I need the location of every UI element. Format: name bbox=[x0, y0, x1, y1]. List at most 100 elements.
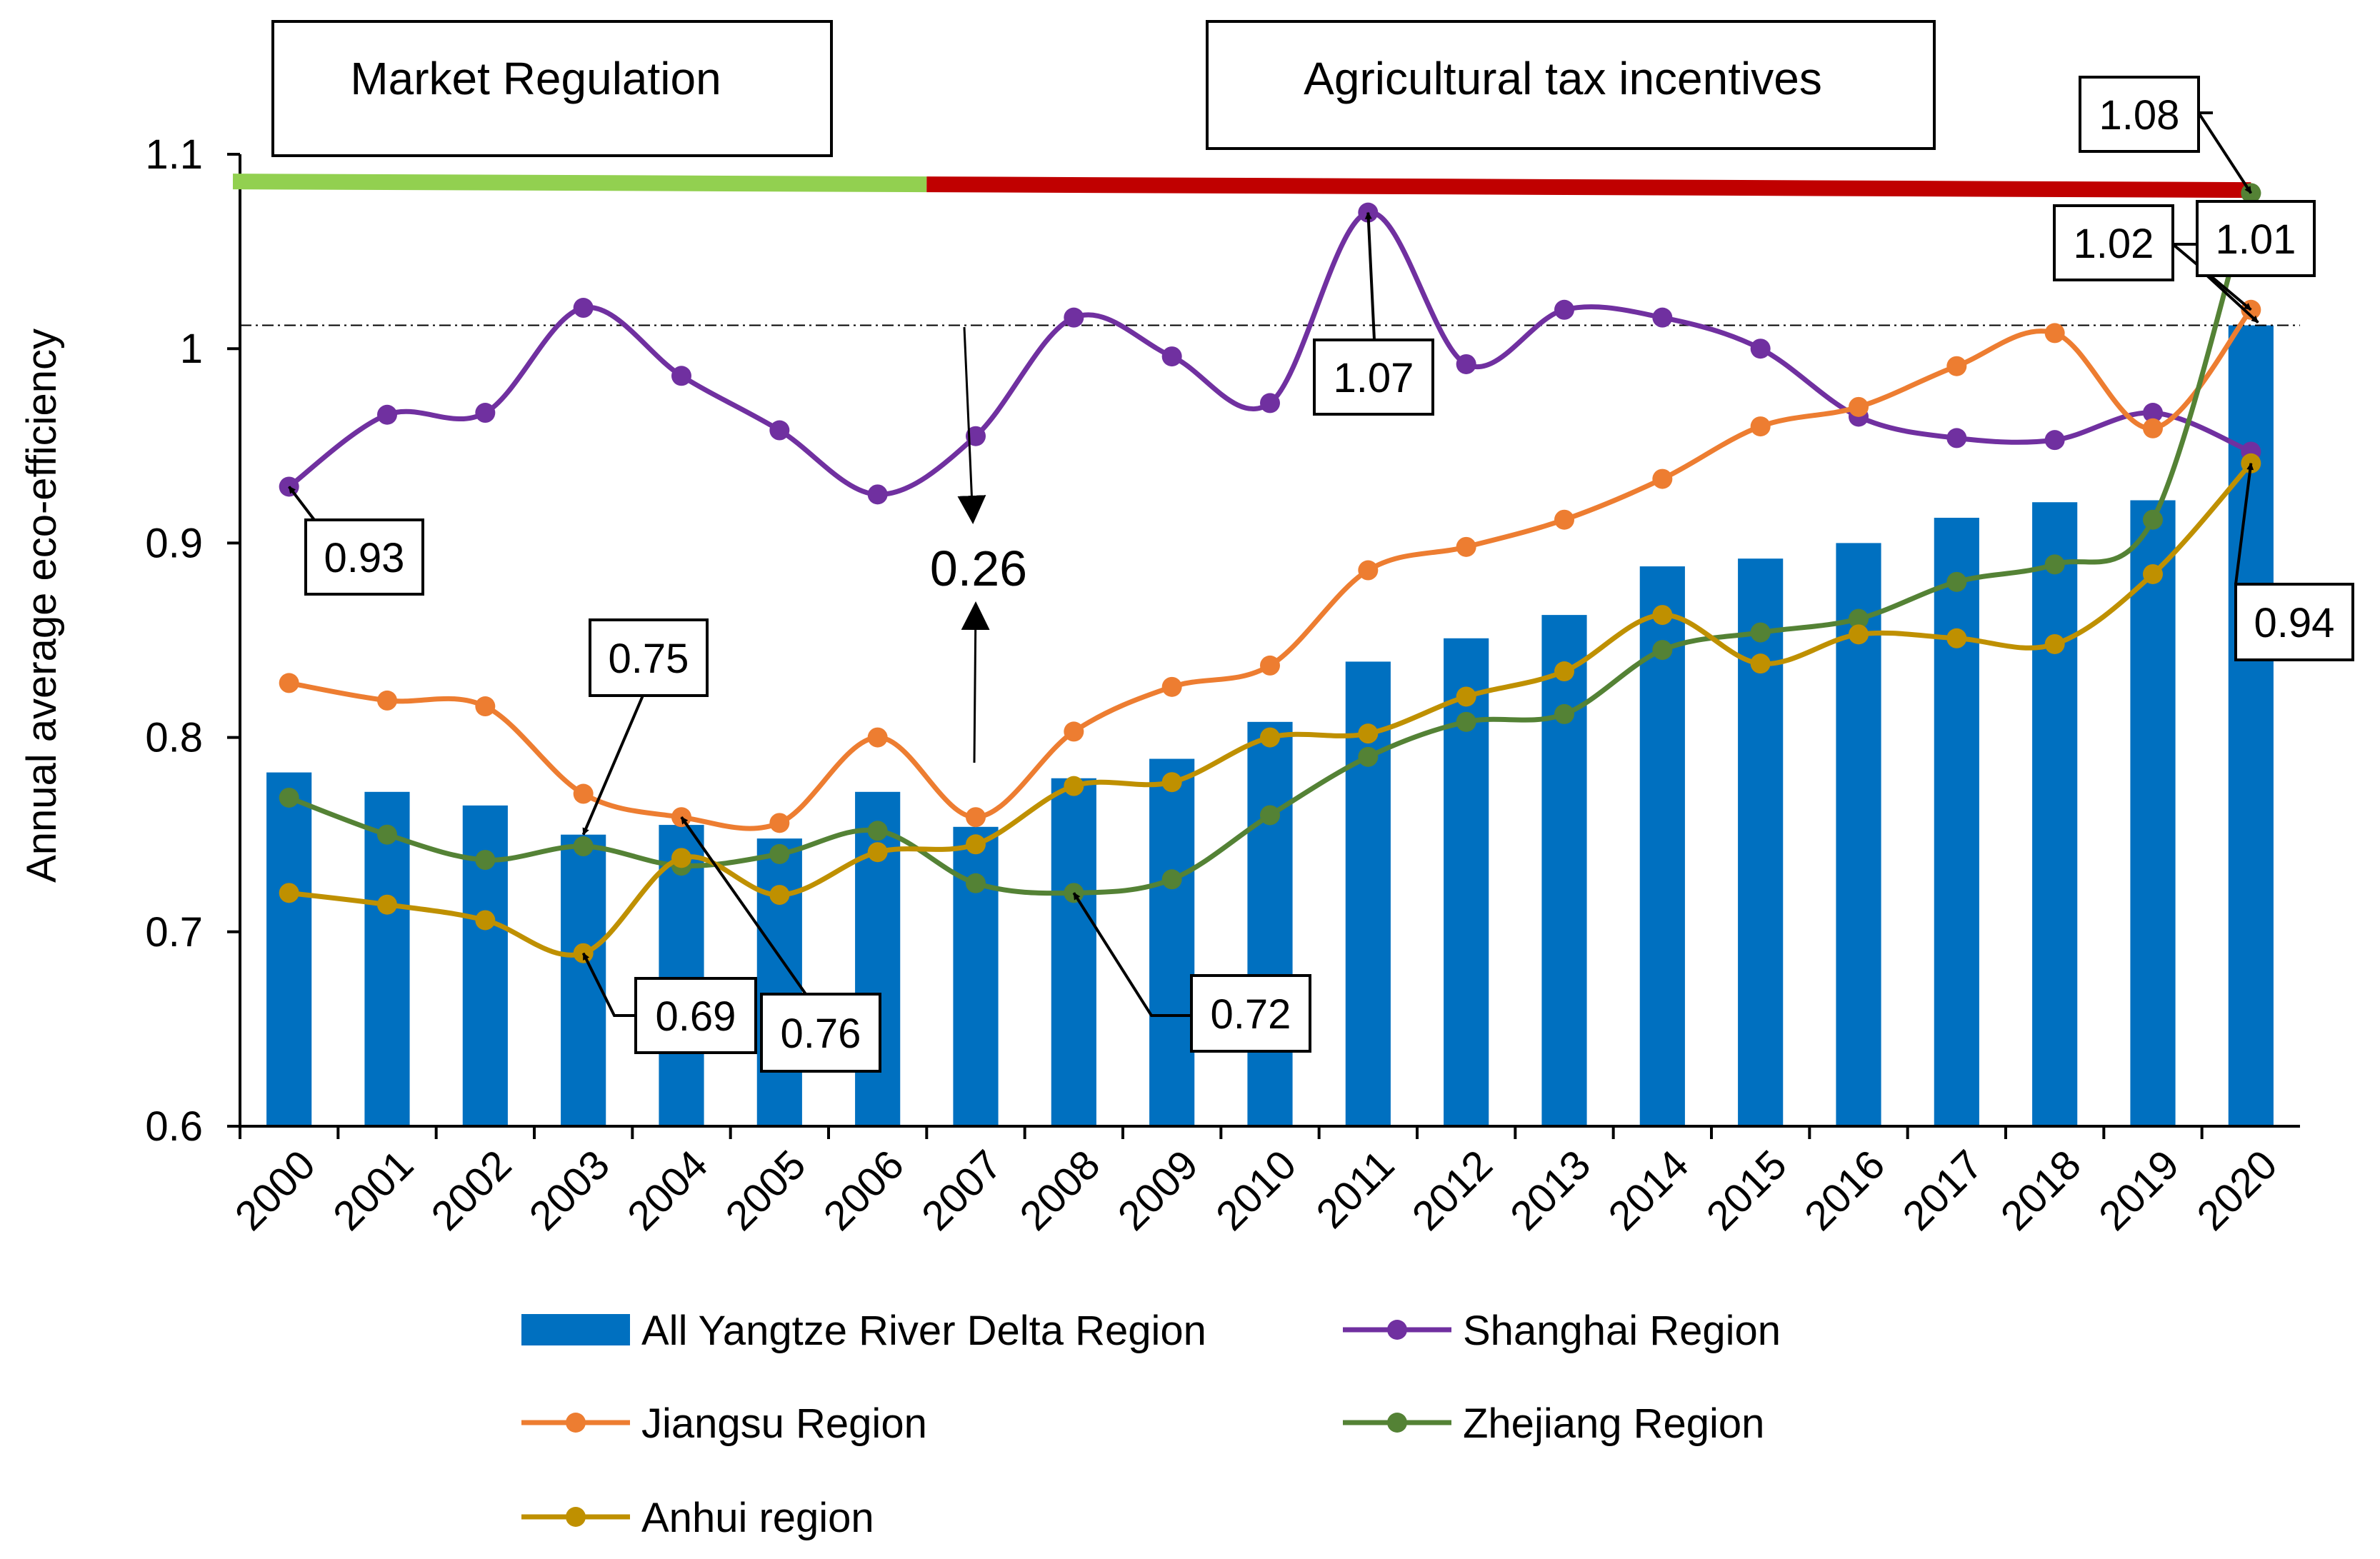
gap-annotation-label: 0.26 bbox=[930, 541, 1027, 596]
point-jiangsu-region-2006 bbox=[867, 727, 888, 748]
annotation-text-3: 0.76 bbox=[781, 1011, 861, 1057]
point-jiangsu-region-2016 bbox=[1849, 396, 1869, 417]
point-anhui-region-2004 bbox=[671, 848, 691, 868]
bar-2001 bbox=[364, 791, 410, 1126]
annotation-box-3 bbox=[760, 993, 881, 1073]
point-jiangsu-region-2017 bbox=[1946, 356, 1967, 376]
series-line-shanghai-region bbox=[287, 210, 2252, 497]
point-shanghai-region-2012 bbox=[1456, 354, 1476, 374]
point-shanghai-region-2004 bbox=[671, 366, 691, 386]
x-tick-label-2007: 2007 bbox=[913, 1141, 1011, 1239]
point-anhui-region-2013 bbox=[1554, 661, 1574, 682]
x-tick-label-2019: 2019 bbox=[2090, 1141, 2188, 1239]
legend-swatch-marker-2 bbox=[566, 1413, 586, 1433]
point-shanghai-region-2015 bbox=[1750, 339, 1771, 359]
annotation-1-01: 1.01 bbox=[2196, 200, 2316, 277]
legend: All Yangtze River Delta Region Shanghai R… bbox=[521, 1308, 1781, 1541]
legend-item-shanghai-region: Shanghai Region bbox=[1343, 1308, 1781, 1354]
point-jiangsu-region-2009 bbox=[1161, 676, 1182, 697]
period-bar-0 bbox=[232, 174, 927, 193]
period-label-text-agricultural: Agricultural tax incentives bbox=[1304, 53, 1822, 104]
x-tick-label-2016: 2016 bbox=[1796, 1141, 1894, 1239]
point-shanghai-region-2006 bbox=[867, 484, 888, 505]
annotation-0-94: 0.94 bbox=[2234, 462, 2354, 661]
annotation-box-5 bbox=[1313, 339, 1434, 416]
point-shanghai-region-2017 bbox=[1946, 428, 1967, 448]
point-shanghai-region-2003 bbox=[573, 298, 594, 319]
point-anhui-region-2011 bbox=[1358, 723, 1379, 744]
bar-2006 bbox=[855, 791, 901, 1126]
point-zhejiang-region-2013 bbox=[1554, 703, 1574, 724]
x-tick-label-2013: 2013 bbox=[1501, 1141, 1599, 1239]
bar-2019 bbox=[2130, 500, 2176, 1126]
point-shanghai-region-2001 bbox=[377, 404, 397, 425]
bar-group bbox=[266, 325, 2274, 1126]
point-shanghai-region-2010 bbox=[1260, 393, 1280, 413]
point-shanghai-region-2018 bbox=[2044, 430, 2065, 451]
y-tick-label-0: 0.6 bbox=[145, 1103, 203, 1150]
annotation-box-4 bbox=[1190, 974, 1311, 1053]
x-tick-label-2020: 2020 bbox=[2188, 1141, 2286, 1239]
annotation-1-08: 1.08 bbox=[2079, 76, 2253, 194]
x-tick-label-2011: 2011 bbox=[1307, 1141, 1403, 1237]
gap-arrow-down bbox=[957, 326, 986, 524]
y-tick-label-3: 0.9 bbox=[145, 520, 203, 566]
point-anhui-region-2005 bbox=[769, 885, 790, 906]
bar-2009 bbox=[1149, 758, 1195, 1126]
point-shanghai-region-2013 bbox=[1554, 299, 1574, 320]
point-jiangsu-region-2014 bbox=[1652, 468, 1673, 489]
y-tick-label-4: 1 bbox=[180, 326, 203, 372]
point-zhejiang-region-2019 bbox=[2143, 509, 2163, 530]
bar-2005 bbox=[756, 838, 802, 1126]
point-jiangsu-region-2013 bbox=[1554, 509, 1574, 530]
point-anhui-region-2017 bbox=[1946, 628, 1967, 648]
point-shanghai-region-2019 bbox=[2143, 403, 2163, 423]
point-zhejiang-region-2012 bbox=[1456, 711, 1476, 732]
legend-swatch-marker-1 bbox=[1387, 1320, 1407, 1340]
point-anhui-region-2000 bbox=[279, 883, 299, 903]
point-zhejiang-region-2017 bbox=[1946, 571, 1967, 592]
x-tick-label-2003: 2003 bbox=[521, 1141, 619, 1239]
annotation-leader-4 bbox=[1072, 892, 1191, 1017]
annotation-leader-0 bbox=[288, 486, 316, 521]
y-tick-label-1: 0.7 bbox=[145, 909, 203, 956]
annotation-box-9 bbox=[2234, 583, 2354, 661]
x-tick-label-2002: 2002 bbox=[422, 1141, 520, 1239]
period-bar-group bbox=[232, 174, 2261, 204]
annotation-0-75: 0.75 bbox=[581, 618, 709, 836]
x-tick-label-2014: 2014 bbox=[1599, 1141, 1697, 1239]
bar-2018 bbox=[2032, 502, 2078, 1126]
point-jiangsu-region-2001 bbox=[377, 690, 397, 711]
point-jiangsu-region-2011 bbox=[1358, 560, 1379, 581]
point-anhui-region-2006 bbox=[867, 842, 888, 863]
point-anhui-region-2009 bbox=[1161, 772, 1182, 793]
point-anhui-region-2001 bbox=[377, 894, 397, 915]
point-shanghai-region-2014 bbox=[1652, 307, 1673, 328]
annotation-text-0: 0.93 bbox=[324, 535, 405, 581]
x-tick-label-2015: 2015 bbox=[1698, 1141, 1796, 1239]
annotation-group: 0.93 0.75 0.69 0.76 0.72 1.07 1.08 1.02 1.01 0.94… bbox=[288, 76, 2354, 1073]
point-jiangsu-region-2008 bbox=[1064, 721, 1084, 742]
point-jiangsu-region-2003 bbox=[573, 783, 594, 804]
annotation-leader-1 bbox=[581, 695, 644, 836]
bar-2012 bbox=[1444, 638, 1489, 1126]
annotation-0-72: 0.72 bbox=[1072, 892, 1311, 1053]
legend-swatch-bar bbox=[521, 1314, 630, 1345]
point-zhejiang-region-2015 bbox=[1750, 622, 1771, 643]
annotation-0-93: 0.93 bbox=[288, 486, 424, 596]
y-tick-label-2: 0.8 bbox=[145, 715, 203, 761]
x-tick-label-2005: 2005 bbox=[716, 1141, 814, 1239]
annotation-text-8: 1.01 bbox=[2216, 216, 2296, 263]
point-zhejiang-region-2006 bbox=[867, 821, 888, 841]
x-tick-label-2000: 2000 bbox=[226, 1141, 324, 1239]
point-jiangsu-region-2010 bbox=[1260, 655, 1280, 676]
bar-2008 bbox=[1051, 778, 1096, 1126]
x-tick-label-2012: 2012 bbox=[1404, 1141, 1501, 1239]
point-anhui-region-2012 bbox=[1456, 686, 1476, 707]
point-zhejiang-region-2014 bbox=[1652, 640, 1673, 661]
point-anhui-region-2007 bbox=[966, 834, 986, 855]
annotation-leader-6 bbox=[2196, 111, 2253, 194]
bar-2007 bbox=[953, 826, 999, 1126]
